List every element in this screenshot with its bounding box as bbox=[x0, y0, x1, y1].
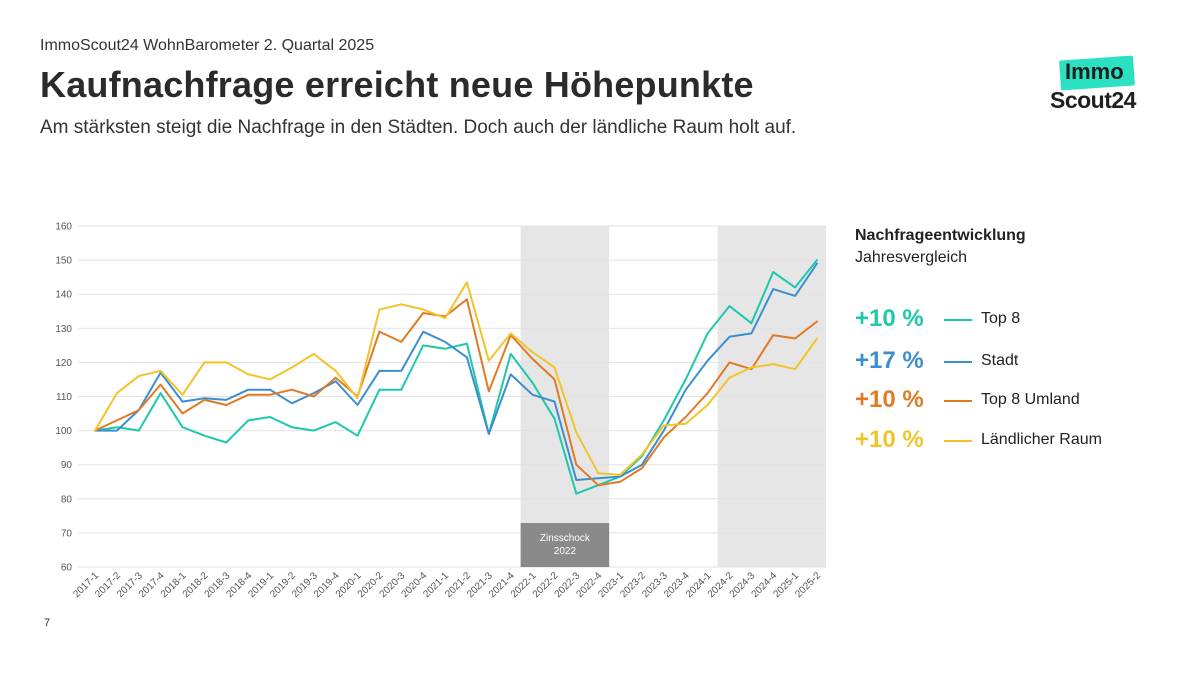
y-tick-label: 140 bbox=[55, 290, 72, 301]
shock-label-line1: Zinsschock bbox=[540, 533, 591, 544]
legend-item-laendlicher-raum: +10 % Ländlicher Raum bbox=[855, 426, 1155, 456]
y-tick-label: 90 bbox=[61, 460, 73, 471]
legend-swatch-laendlicher-raum bbox=[944, 440, 972, 442]
legend-label-top8: Top 8 bbox=[981, 310, 1021, 327]
series-line-laendlicher-raum bbox=[94, 281, 818, 476]
y-tick-label: 130 bbox=[55, 324, 72, 335]
y-tick-label: 80 bbox=[61, 494, 73, 505]
series-line-top-8-umland bbox=[94, 298, 818, 487]
legend-label-laendlicher-raum: Ländlicher Raum bbox=[981, 431, 1102, 448]
series-line-top-8 bbox=[94, 259, 818, 495]
page-number: 7 bbox=[44, 617, 51, 629]
y-tick-label: 100 bbox=[55, 426, 72, 437]
legend-item-stadt: +17 % Stadt bbox=[855, 347, 1155, 377]
y-tick-label: 70 bbox=[61, 528, 73, 539]
data-series bbox=[94, 259, 818, 495]
y-tick-label: 60 bbox=[61, 563, 73, 574]
legend-swatch-top8 bbox=[944, 319, 972, 321]
legend-item-top8: +10 % Top 8 bbox=[855, 305, 1155, 335]
legend-swatch-top8-umland bbox=[944, 400, 972, 402]
y-tick-label: 110 bbox=[56, 392, 72, 403]
series-line-stadt bbox=[94, 262, 818, 481]
grid-lines bbox=[78, 225, 826, 568]
logo-text-scout24: Scout24 bbox=[1050, 87, 1136, 113]
y-tick-label: 120 bbox=[55, 358, 72, 369]
legend-pct-top8-umland: +10 % bbox=[855, 386, 924, 413]
immoscout24-logo: Immo Scout24 bbox=[1048, 55, 1148, 116]
shaded-period-annotation: Zinsschock 2022 bbox=[520, 523, 610, 567]
page-title: Kaufnachfrage erreicht neue Höhepunkte bbox=[40, 64, 754, 105]
legend-label-top8-umland: Top 8 Umland bbox=[981, 391, 1080, 408]
y-axis-tick-labels: 60 70 80 90 100 110 120 130 140 150 160 bbox=[55, 222, 72, 574]
report-eyebrow: ImmoScout24 WohnBarometer 2. Quartal 202… bbox=[40, 37, 375, 54]
legend-pct-top8: +10 % bbox=[855, 305, 924, 332]
shock-label-box bbox=[520, 523, 610, 567]
legend-swatch-stadt bbox=[944, 361, 972, 363]
legend-pct-stadt: +17 % bbox=[855, 347, 924, 374]
y-tick-label: 150 bbox=[55, 256, 72, 267]
legend-subheading: Jahresvergleich bbox=[855, 249, 968, 266]
x-axis-tick-labels: 2017-12017-22017-32017-42018-12018-22018… bbox=[71, 570, 823, 600]
page-subtitle: Am stärksten steigt die Nachfrage in den… bbox=[40, 117, 797, 138]
logo-text-immo: Immo bbox=[1065, 59, 1124, 84]
shock-label-line2: 2022 bbox=[554, 546, 577, 557]
x-tick-label: 2025-2 bbox=[793, 570, 823, 600]
legend-pct-laendlicher-raum: +10 % bbox=[855, 426, 924, 453]
legend-item-top8-umland: +10 % Top 8 Umland bbox=[855, 386, 1155, 416]
y-tick-label: 160 bbox=[55, 222, 72, 233]
legend-heading: Nachfrageentwicklung bbox=[855, 227, 1026, 244]
legend-label-stadt: Stadt bbox=[981, 352, 1019, 369]
